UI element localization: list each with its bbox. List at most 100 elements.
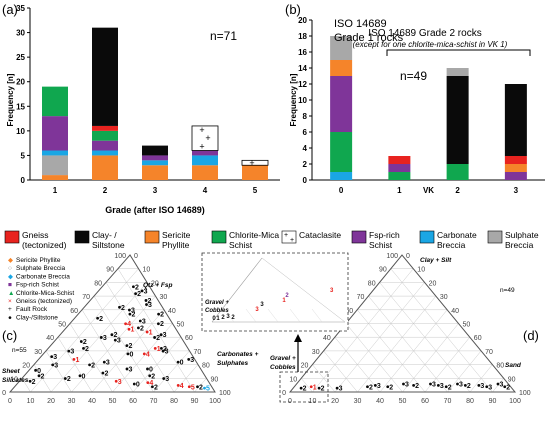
tick-label-left: 100 [386,253,398,260]
legend-label: Schist [229,240,253,250]
data-point-label: 2 [369,384,373,391]
data-point [386,385,390,389]
data-point [110,333,114,337]
data-point-label: 3 [53,354,57,361]
data-point [402,382,405,386]
data-point-label: 3 [54,362,58,369]
data-point-label: 3 [129,366,133,373]
data-point [429,382,432,386]
grid-line [132,337,182,393]
tick-label-right: 10 [143,267,151,274]
data-point-label: 3 [70,349,74,356]
data-point-label: 3 [405,382,409,389]
data-point [161,349,165,353]
data-point [82,347,85,350]
legend-swatch-carbonate [419,230,435,244]
data-point [127,327,131,331]
inset-grid [311,308,323,323]
tick-label-right: 0 [406,253,410,260]
tick-label-bottom: 80 [466,398,474,405]
x-tick-label: 3 [514,186,519,195]
tick-label-right: 90 [508,376,516,383]
bar-gneiss [504,156,527,164]
grid-line [57,337,93,393]
cataclasite-mark: + [249,158,254,168]
bar-cataclasite [191,125,219,151]
inset-label: Gravel + [205,300,229,306]
bar-fsp [92,140,118,151]
zoom-arrow-head [294,334,302,342]
inset-axis [211,257,263,323]
data-point [335,386,339,390]
ternary-d: 0001010102020203030304040405050506060607… [270,253,531,405]
data-point-label: 2 [163,346,167,353]
tick-label-bottom: 30 [68,398,76,405]
data-point-label: 0 [149,366,153,373]
bar-sericite [504,164,527,172]
data-point-label: 0 [136,382,140,389]
tick-label-bottom: 20 [331,398,339,405]
tick-label-bottom: 100 [209,398,221,405]
x-tick-label: 0 [339,186,344,195]
data-point-label: 2 [113,332,117,339]
data-point [145,330,149,334]
grid-line [390,268,493,393]
bar-clay [504,84,527,156]
data-point [114,379,118,383]
apex-right-label: Sulphates [217,360,248,367]
data-point [463,383,467,387]
tick-label-bottom: 10 [27,398,35,405]
apex-right-label: Carbonates + [217,351,259,358]
grid-line [368,295,448,393]
data-point-label: 3 [144,288,148,295]
y-tick-label: 25 [16,53,25,62]
data-point [137,326,140,330]
data-point [153,347,157,350]
grid-line [93,295,154,393]
data-point [148,374,152,378]
tick-label-right: 100 [219,390,231,397]
grid-line [312,268,414,393]
grid-line [301,378,313,393]
bar-sericite [42,175,68,180]
ternary-frame [8,254,216,393]
data-point-label: 2 [32,379,36,386]
bar-sericite [92,155,118,180]
legend-swatch-cataclasite [281,230,297,244]
legend: Gneiss(tectonized) Clay- /Siltstone Serici… [4,230,539,250]
tick-label-bottom: 100 [509,398,521,405]
inset-point-label: 3 [226,314,230,320]
bar-fsp [504,172,527,180]
data-point-label: 1 [149,329,153,336]
data-point [124,322,127,326]
grid-line [323,350,358,393]
tick-label-bottom: 90 [191,398,199,405]
data-point [412,383,416,387]
data-point-label: 0 [180,360,184,367]
data-point-label: 2 [448,384,452,391]
data-point [128,312,132,316]
tick-label-left: 0 [2,390,6,397]
ternary-d-annotation: n=49 [500,287,515,294]
data-point-label: 2 [91,362,95,369]
data-point-label: 3 [480,383,484,390]
grid-line [469,364,493,393]
ternary-legend-label: Clay-/Siltstone [16,314,58,321]
tick-label-left: 50 [58,322,66,329]
data-point-label: 4 [127,321,131,328]
data-point [203,386,206,390]
inset-point-label: 2 [221,315,225,321]
data-point [50,355,54,359]
data-point [436,383,440,387]
chart-b-annotation: n=49 [400,69,427,83]
tick-label-bottom: 70 [150,398,158,405]
data-point-label: 2 [104,371,108,378]
legend-label: Breccia [437,240,466,250]
bar-sulphate [330,36,353,60]
cataclasite-mark: + [199,141,204,151]
y-tick-label: 30 [16,29,25,38]
grid-line [117,268,195,393]
bar-gneiss [388,156,411,164]
tick-label-left: 60 [345,308,353,315]
data-point-label: 1 [157,346,161,353]
